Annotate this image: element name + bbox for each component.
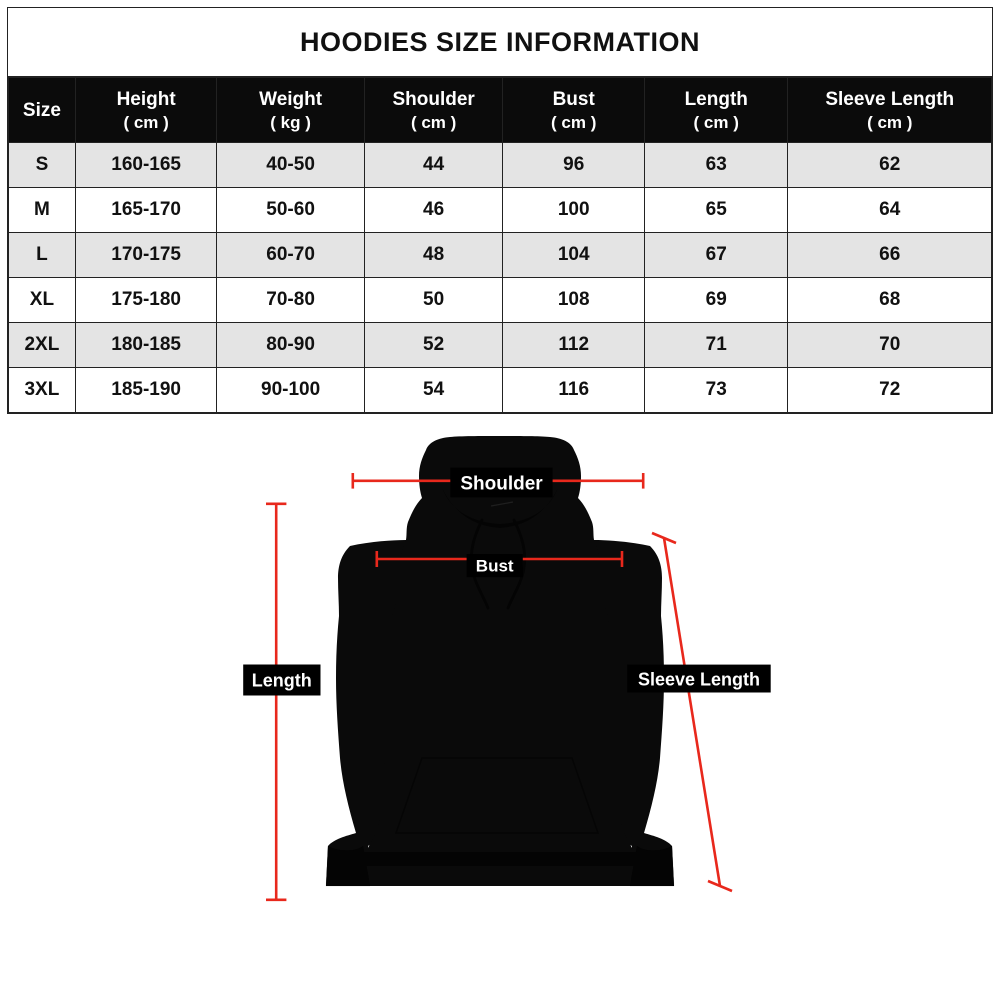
svg-text:Sleeve Length: Sleeve Length [638,670,760,690]
svg-text:Shoulder: Shoulder [460,474,543,495]
svg-text:Length: Length [252,671,312,691]
svg-text:Bust: Bust [476,557,514,576]
